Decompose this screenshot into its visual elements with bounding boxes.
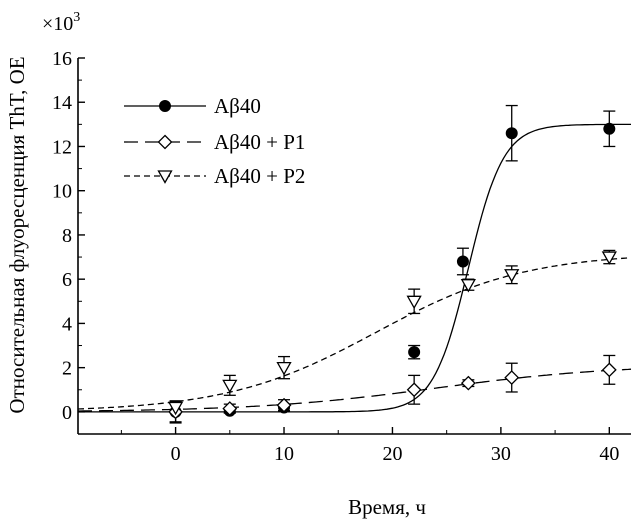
data-point bbox=[504, 370, 520, 386]
fit-curve bbox=[77, 257, 632, 410]
y-tick-label: 14 bbox=[52, 92, 72, 114]
y-tick-label: 0 bbox=[62, 402, 72, 424]
legend: Aβ40 Aβ40 + P1 Aβ40 + P2 bbox=[124, 94, 305, 188]
data-point bbox=[456, 255, 469, 268]
fit-curves bbox=[77, 123, 632, 413]
data-point bbox=[603, 122, 616, 135]
y-axis-multiplier-base: ×10 bbox=[42, 13, 73, 35]
data-point bbox=[406, 295, 422, 310]
data-point bbox=[222, 379, 238, 394]
fit-curve bbox=[78, 123, 631, 413]
x-tick-label: 30 bbox=[491, 443, 511, 465]
y-tick-label: 8 bbox=[62, 225, 72, 247]
data-point bbox=[276, 361, 292, 376]
data-point bbox=[276, 397, 292, 413]
legend-label: Aβ40 + P1 bbox=[214, 130, 305, 154]
legend-marker bbox=[157, 170, 173, 184]
data-point bbox=[505, 127, 518, 140]
data-markers bbox=[167, 122, 617, 420]
data-point bbox=[504, 269, 520, 283]
data-point bbox=[601, 362, 617, 378]
data-point bbox=[601, 251, 617, 265]
data-point bbox=[460, 375, 476, 391]
y-axis-label: Относительная флуоресценция ThT, ОЕ bbox=[5, 56, 29, 413]
y-axis-multiplier-exponent: 3 bbox=[73, 10, 80, 25]
data-point bbox=[408, 346, 421, 359]
x-tick-label: 40 bbox=[599, 443, 619, 465]
fit-curve bbox=[78, 368, 632, 412]
y-tick-label: 2 bbox=[62, 358, 72, 380]
data-point bbox=[222, 401, 238, 416]
legend-marker bbox=[157, 134, 173, 150]
legend-label: Aβ40 + P2 bbox=[214, 164, 305, 188]
x-axis-label: Время, ч bbox=[348, 495, 426, 519]
data-point bbox=[460, 279, 476, 293]
axes: 0 2 4 6 8 10 12 14 16 0 10 20 30 40 bbox=[52, 48, 631, 465]
y-tick-label: 16 bbox=[52, 48, 72, 70]
y-tick-label: 12 bbox=[52, 136, 72, 158]
x-tick-label: 20 bbox=[382, 443, 402, 465]
legend-label: Aβ40 bbox=[214, 94, 261, 118]
y-tick-label: 6 bbox=[62, 269, 72, 291]
y-tick-label: 10 bbox=[52, 181, 72, 203]
data-point bbox=[167, 401, 184, 416]
legend-marker bbox=[159, 100, 171, 112]
data-point bbox=[406, 382, 422, 398]
y-axis-multiplier: ×103 bbox=[42, 10, 80, 35]
x-tick-label: 10 bbox=[274, 443, 294, 465]
x-tick-label: 0 bbox=[171, 443, 181, 465]
y-tick-label: 4 bbox=[62, 313, 72, 335]
